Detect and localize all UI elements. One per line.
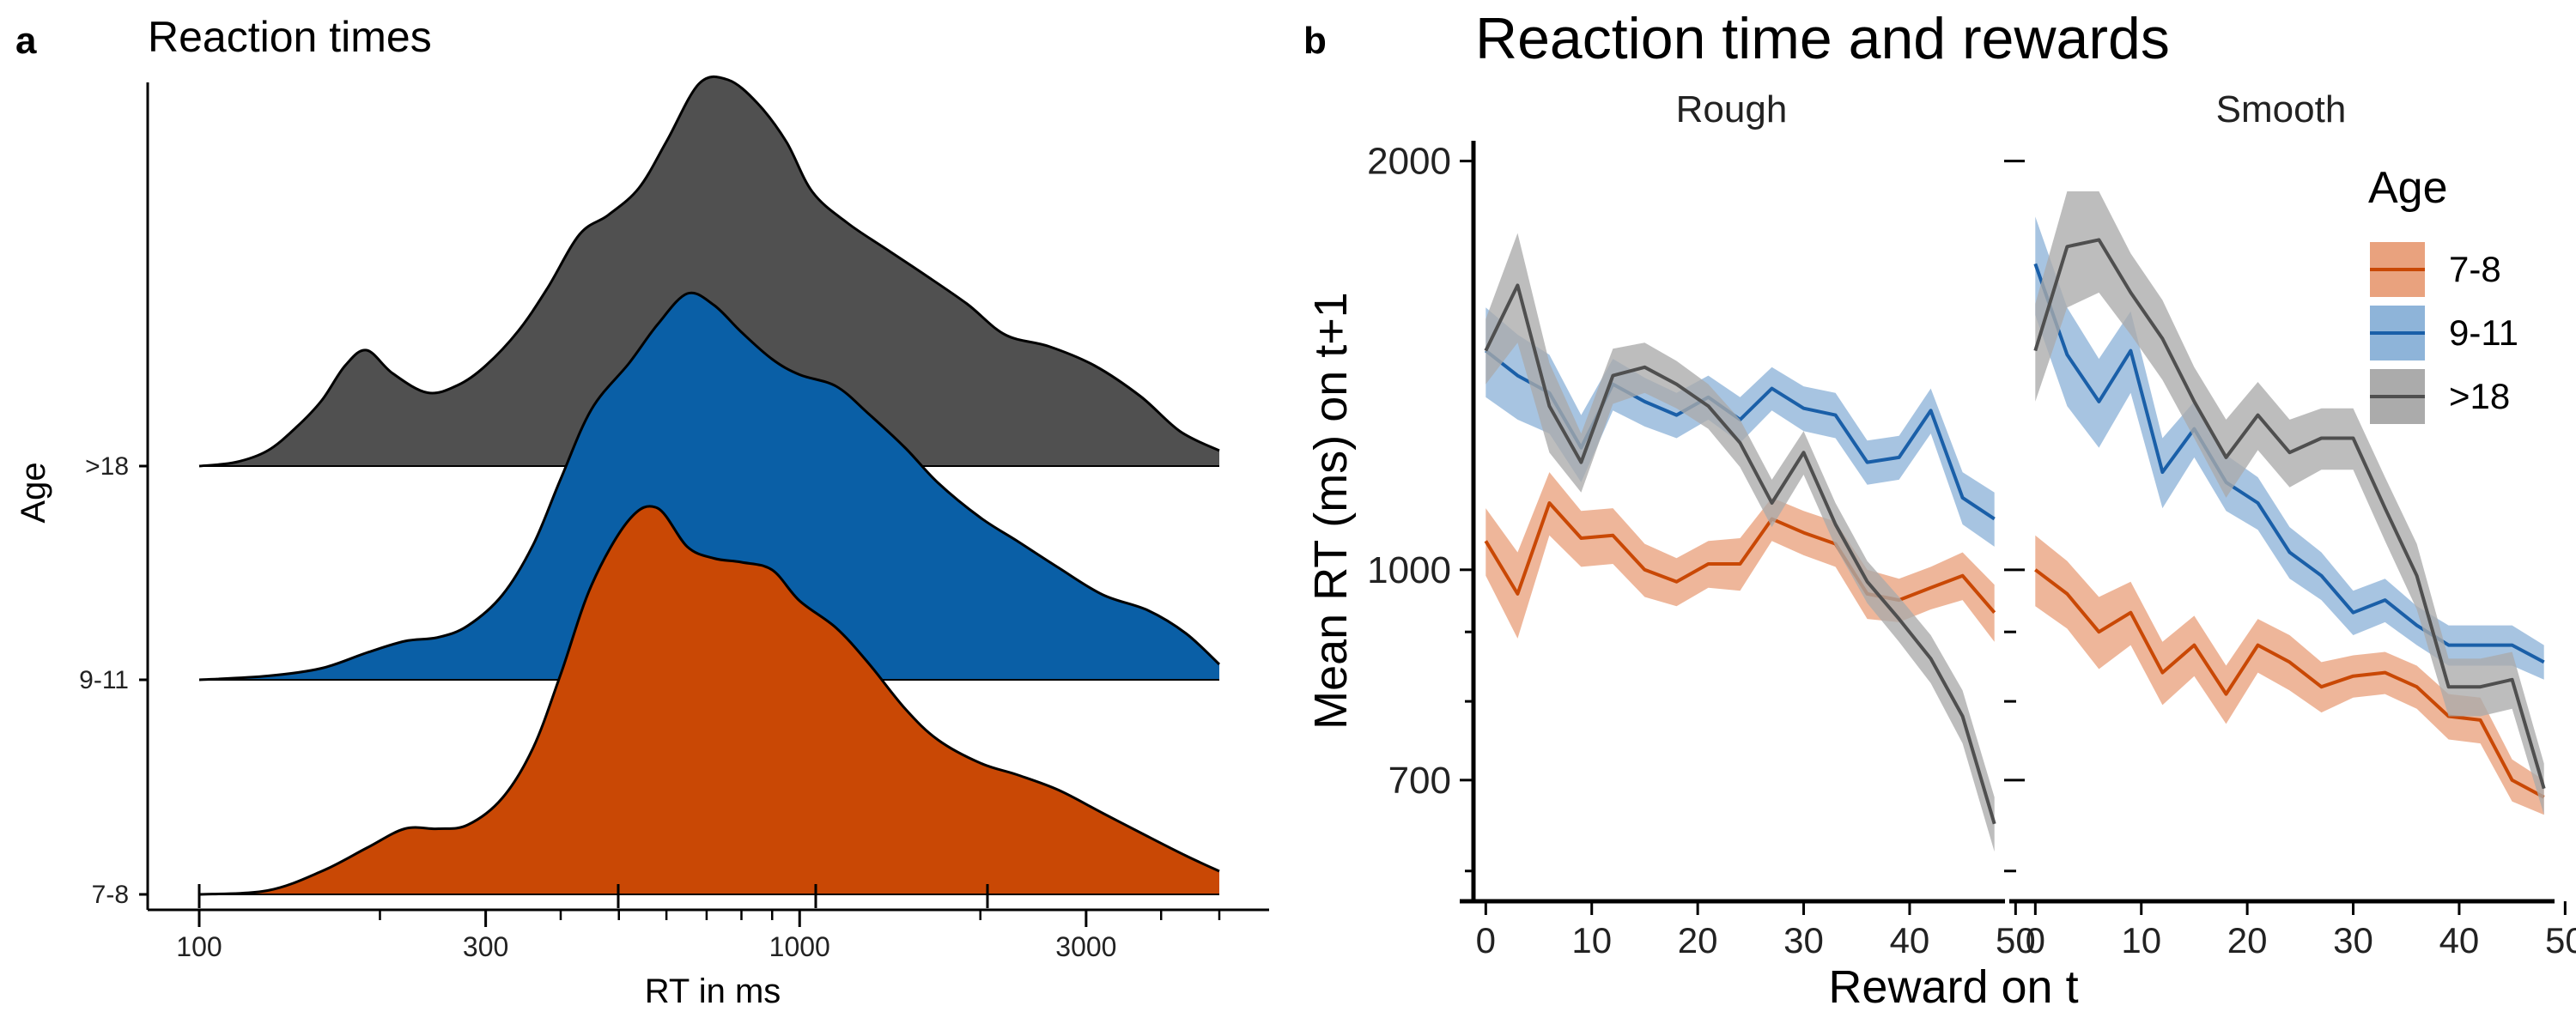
- reward-tick-label: 10: [2121, 920, 2161, 960]
- panel-a-x-axis-label: RT in ms: [645, 972, 781, 1010]
- legend-label: 7-8: [2449, 249, 2501, 289]
- density-ridges: [198, 75, 1221, 896]
- rt-y-tick-label: 700: [1388, 760, 1451, 802]
- ridge-outline->18: [198, 75, 1220, 468]
- reward-tick-label: 0: [2026, 920, 2045, 960]
- panel-letter-b: b: [1303, 20, 1327, 62]
- reward-tick-label: 30: [1783, 920, 1824, 960]
- rt-tick-label: 300: [463, 931, 508, 962]
- legend: Age 7-8 9-11 >18: [2368, 163, 2518, 424]
- panel-a-y-axis-label: Age: [15, 462, 52, 523]
- series->18: [1484, 233, 1996, 852]
- age-tick-label: >18: [85, 452, 129, 481]
- facet-rough: Rough 0 10 20 30 40 50: [1460, 88, 2036, 960]
- panel-a: a Reaction times 7-8 9-11 >18 100 300 1000 30…: [15, 13, 1269, 1010]
- legend-item-9-11: 9-11: [2370, 306, 2518, 360]
- reward-tick-label: 40: [1890, 920, 1930, 960]
- reward-tick-label: 30: [2333, 920, 2373, 960]
- ridge-outline-9-11: [198, 291, 1221, 682]
- age-tick-label: 9-11: [79, 666, 129, 694]
- ribbon-7-8: [2035, 535, 2544, 815]
- ridge-outline-7-8: [198, 505, 1220, 896]
- legend-item-7-8: 7-8: [2370, 242, 2501, 297]
- panel-b-title: Reaction time and rewards: [1475, 6, 2170, 71]
- rt-tick-marks: 100 300 1000 3000: [176, 884, 1221, 962]
- series->18: [2033, 191, 2546, 815]
- ribbon-7-8: [1485, 472, 1995, 642]
- ridge-7-8: [198, 505, 1220, 896]
- panel-a-title: Reaction times: [148, 13, 432, 61]
- ribbon->18: [1485, 233, 1995, 852]
- panel-b-y-axis: 700 1000 2000: [1367, 141, 1476, 901]
- legend-title: Age: [2368, 163, 2448, 213]
- ribbon->18: [2035, 191, 2544, 815]
- facet-smooth: Smooth 0 10 20 30 40 50: [2004, 88, 2576, 960]
- series-7-8: [2034, 535, 2545, 815]
- rt-y-tick-label: 2000: [1367, 141, 1451, 183]
- ridge-fill-7-8: [199, 506, 1219, 894]
- reward-tick-label: 40: [2439, 920, 2480, 960]
- rt-tick-label: 1000: [769, 931, 830, 962]
- reward-tick-label: 0: [1476, 920, 1496, 960]
- reward-tick-label: 20: [2227, 920, 2268, 960]
- facet-strip-label: Rough: [1676, 88, 1788, 130]
- facet-x-axis: 0 10 20 30 40 50: [1460, 899, 2036, 960]
- rt-tick-label: 3000: [1055, 931, 1116, 962]
- rt-y-tick-label: 1000: [1367, 549, 1451, 591]
- series-7-8: [1484, 472, 1996, 642]
- reward-tick-label: 50: [2545, 920, 2576, 960]
- facets: 700 1000 2000 Rough 0 10 20 30 40 50 Smooth 0 10 20 30…: [1367, 88, 2576, 960]
- reward-tick-label: 20: [1678, 920, 1718, 960]
- legend-label: >18: [2449, 376, 2510, 416]
- rt-tick-label: 100: [176, 931, 222, 962]
- ridge-fill->18: [199, 76, 1219, 466]
- facet-x-axis: 0 10 20 30 40 50: [2009, 899, 2576, 960]
- panel-letter-a: a: [15, 20, 37, 62]
- facet-strip-label: Smooth: [2216, 88, 2347, 130]
- age-tick-labels: 7-8 9-11 >18: [79, 452, 148, 909]
- reward-tick-label: 10: [1571, 920, 1612, 960]
- panel-b: b Reaction time and rewards 70010002000R…: [1303, 6, 2576, 1013]
- panel-b-x-axis-label: Reward on t: [1828, 961, 2078, 1013]
- legend-label: 9-11: [2449, 312, 2518, 353]
- panel-b-y-axis-label: Mean RT (ms) on t+1: [1305, 292, 1357, 730]
- legend-item->18: >18: [2370, 369, 2510, 424]
- ridge-fill-9-11: [199, 293, 1219, 680]
- age-tick-label: 7-8: [92, 881, 129, 909]
- reward-tick-label: 50: [1996, 920, 2036, 960]
- ribbon-9-11: [2035, 216, 2544, 680]
